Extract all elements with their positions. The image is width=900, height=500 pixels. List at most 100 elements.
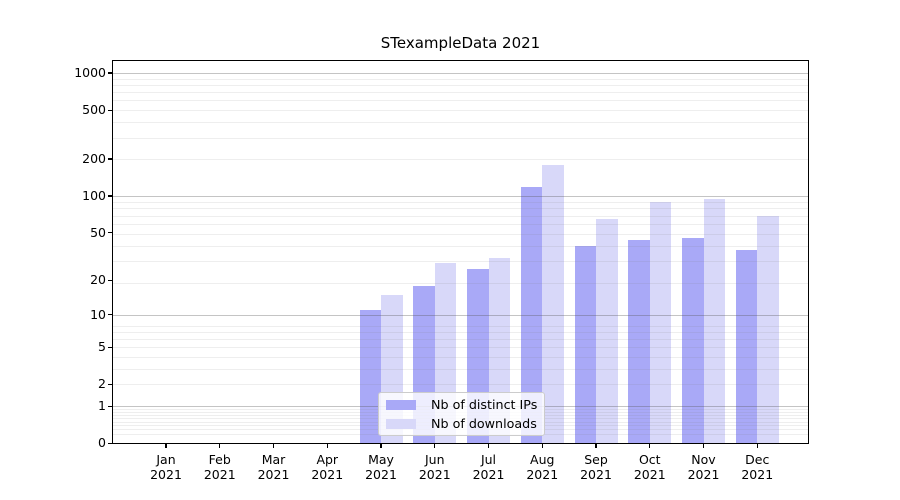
x-tick bbox=[272, 444, 275, 448]
y-tick bbox=[108, 195, 112, 197]
x-tick-year: 2021 bbox=[150, 467, 182, 482]
x-tick bbox=[326, 444, 328, 448]
x-tick bbox=[541, 444, 543, 448]
y-tick-label: 5 bbox=[98, 339, 106, 355]
gridline-minor bbox=[113, 92, 808, 94]
legend-swatch-distinct-ips bbox=[386, 399, 416, 410]
x-tick-year: 2021 bbox=[257, 467, 290, 482]
x-tick-label-jan: Jan 2021 bbox=[126, 452, 206, 482]
y-tick bbox=[108, 346, 112, 348]
bar-nb-of-downloads-nov bbox=[703, 198, 725, 444]
x-tick-month: May bbox=[368, 452, 394, 467]
x-tick-label-jun: Jun 2021 bbox=[395, 452, 475, 482]
x-tick-month: Apr bbox=[316, 452, 339, 467]
y-tick-label: 200 bbox=[82, 151, 106, 167]
x-tick-year: 2021 bbox=[203, 467, 236, 482]
y-tick bbox=[108, 383, 112, 385]
bar-nb-of-distinct-ips-may bbox=[359, 310, 381, 444]
bar-nb-of-downloads-sep bbox=[596, 218, 618, 444]
x-tick-label-may: May 2021 bbox=[341, 452, 421, 482]
x-tick bbox=[649, 444, 651, 448]
y-tick-label: 20 bbox=[90, 272, 106, 288]
x-tick bbox=[219, 444, 221, 448]
legend-label-distinct-ips: Nb of distinct IPs bbox=[431, 397, 538, 412]
gridline-minor bbox=[113, 78, 808, 80]
x-tick-label-apr: Apr 2021 bbox=[287, 452, 367, 482]
x-tick-month: Nov bbox=[691, 452, 716, 467]
bar-nb-of-downloads-aug bbox=[542, 165, 564, 444]
y-tick-label: 10 bbox=[90, 306, 106, 322]
x-tick-label-sep: Sep 2021 bbox=[556, 452, 636, 482]
x-tick bbox=[380, 444, 382, 448]
x-tick-month: Dec bbox=[745, 452, 770, 467]
y-tick-label: 2 bbox=[98, 376, 106, 392]
x-tick-label-dec: Dec 2021 bbox=[717, 452, 797, 482]
gridline-minor bbox=[113, 85, 808, 87]
x-tick bbox=[487, 444, 490, 448]
x-tick bbox=[434, 444, 436, 448]
x-tick-label-mar: Mar 2021 bbox=[234, 452, 314, 482]
y-tick-label: 1000 bbox=[74, 65, 106, 81]
x-tick-label-feb: Feb 2021 bbox=[180, 452, 260, 482]
y-tick bbox=[108, 279, 112, 281]
x-tick-label-oct: Oct 2021 bbox=[610, 452, 690, 482]
y-tick bbox=[108, 158, 112, 160]
gridline-minor bbox=[113, 122, 808, 124]
x-tick-year: 2021 bbox=[741, 467, 774, 482]
x-tick-label-nov: Nov 2021 bbox=[664, 452, 744, 482]
plot-area bbox=[112, 60, 809, 444]
gridline-minor bbox=[113, 159, 808, 161]
gridline-minor bbox=[113, 110, 808, 112]
x-tick-year: 2021 bbox=[472, 467, 505, 482]
legend-label-downloads: Nb of downloads bbox=[431, 416, 537, 431]
legend: Nb of distinct IPs Nb of downloads bbox=[378, 392, 545, 436]
gridline-minor bbox=[113, 100, 808, 102]
bar-nb-of-distinct-ips-sep bbox=[574, 245, 596, 444]
y-tick-label: 0 bbox=[98, 435, 106, 451]
x-tick-month: Oct bbox=[638, 452, 661, 467]
x-tick-label-jul: Jul 2021 bbox=[449, 452, 529, 482]
y-tick-label: 100 bbox=[82, 187, 106, 203]
x-tick bbox=[595, 444, 597, 448]
x-tick-year: 2021 bbox=[365, 467, 397, 482]
y-tick bbox=[108, 72, 112, 74]
x-tick-year: 2021 bbox=[633, 467, 666, 482]
x-tick-year: 2021 bbox=[580, 467, 612, 482]
bar-nb-of-distinct-ips-oct bbox=[628, 240, 650, 444]
x-tick-year: 2021 bbox=[687, 467, 720, 482]
bar-nb-of-distinct-ips-dec bbox=[735, 249, 758, 444]
x-tick-month: Feb bbox=[208, 452, 231, 467]
y-tick bbox=[108, 231, 112, 234]
y-tick bbox=[108, 442, 112, 444]
chart-title: STexampleData 2021 bbox=[380, 34, 541, 52]
y-tick-label: 500 bbox=[82, 102, 106, 118]
bar-nb-of-downloads-dec bbox=[757, 216, 779, 444]
gridline-minor bbox=[113, 137, 808, 139]
y-tick-label: 50 bbox=[90, 224, 106, 240]
x-tick-month: Mar bbox=[261, 452, 286, 467]
x-tick-label-aug: Aug 2021 bbox=[502, 452, 582, 482]
gridline-major bbox=[113, 73, 808, 75]
legend-item-downloads: Nb of downloads bbox=[386, 416, 537, 431]
x-tick-year: 2021 bbox=[526, 467, 559, 482]
x-tick-month: Sep bbox=[584, 452, 608, 467]
x-tick-month: Jul bbox=[480, 452, 497, 467]
x-tick-month: Jan bbox=[156, 452, 176, 467]
y-tick bbox=[108, 405, 112, 407]
x-tick-year: 2021 bbox=[418, 467, 451, 482]
x-tick bbox=[702, 444, 705, 448]
x-tick bbox=[756, 444, 758, 448]
y-tick bbox=[108, 314, 112, 316]
legend-swatch-downloads bbox=[386, 418, 416, 429]
bar-nb-of-distinct-ips-nov bbox=[682, 238, 704, 444]
gridline-major bbox=[113, 195, 808, 197]
y-tick bbox=[108, 109, 112, 111]
bar-nb-of-downloads-oct bbox=[649, 201, 672, 444]
y-tick-label: 1 bbox=[98, 398, 106, 414]
x-tick-month: Aug bbox=[530, 452, 555, 467]
x-tick-month: Jun bbox=[424, 452, 445, 467]
bar-nb-of-distinct-ips-aug bbox=[520, 186, 543, 444]
legend-item-distinct-ips: Nb of distinct IPs bbox=[386, 397, 538, 412]
x-tick-year: 2021 bbox=[311, 467, 344, 482]
